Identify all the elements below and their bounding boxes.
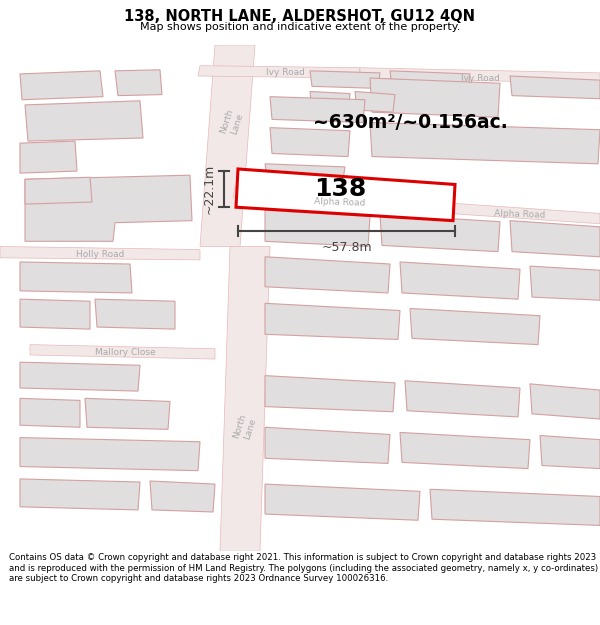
- Polygon shape: [380, 214, 500, 252]
- Text: ~22.1m: ~22.1m: [203, 164, 216, 214]
- Polygon shape: [220, 246, 270, 551]
- Polygon shape: [270, 97, 365, 122]
- Text: Map shows position and indicative extent of the property.: Map shows position and indicative extent…: [140, 22, 460, 32]
- Polygon shape: [448, 203, 600, 224]
- Polygon shape: [20, 299, 90, 329]
- Polygon shape: [430, 489, 600, 526]
- Polygon shape: [198, 66, 360, 78]
- Polygon shape: [355, 91, 395, 112]
- Polygon shape: [20, 141, 77, 173]
- Polygon shape: [265, 484, 420, 520]
- Polygon shape: [310, 71, 380, 88]
- Polygon shape: [265, 303, 400, 339]
- Polygon shape: [200, 45, 255, 246]
- Polygon shape: [410, 309, 540, 344]
- Polygon shape: [390, 71, 470, 89]
- Polygon shape: [25, 177, 92, 204]
- Text: Holly Road: Holly Road: [76, 250, 124, 259]
- Text: Contains OS data © Crown copyright and database right 2021. This information is : Contains OS data © Crown copyright and d…: [9, 554, 598, 583]
- Polygon shape: [85, 398, 170, 429]
- Polygon shape: [265, 164, 345, 179]
- Text: Alpha Road: Alpha Road: [314, 197, 366, 208]
- Polygon shape: [236, 169, 455, 221]
- Polygon shape: [25, 175, 192, 241]
- Polygon shape: [510, 221, 600, 257]
- Polygon shape: [405, 381, 520, 417]
- Polygon shape: [20, 479, 140, 510]
- Polygon shape: [95, 299, 175, 329]
- Polygon shape: [510, 76, 600, 99]
- Text: Alpha Road: Alpha Road: [494, 209, 546, 220]
- Polygon shape: [265, 376, 395, 412]
- Polygon shape: [400, 432, 530, 469]
- Polygon shape: [370, 122, 600, 164]
- Polygon shape: [20, 438, 200, 471]
- Polygon shape: [540, 436, 600, 469]
- Polygon shape: [20, 398, 80, 428]
- Polygon shape: [265, 257, 390, 293]
- Polygon shape: [265, 210, 370, 246]
- Text: Ivy Road: Ivy Road: [461, 74, 499, 82]
- Polygon shape: [360, 68, 600, 83]
- Polygon shape: [25, 101, 143, 141]
- Text: 138: 138: [314, 177, 366, 201]
- Polygon shape: [0, 246, 200, 260]
- Polygon shape: [530, 266, 600, 300]
- Polygon shape: [233, 186, 450, 213]
- Polygon shape: [115, 70, 162, 96]
- Polygon shape: [270, 127, 350, 157]
- Polygon shape: [20, 262, 132, 293]
- Text: Ivy Road: Ivy Road: [266, 68, 304, 78]
- Text: ~630m²/~0.156ac.: ~630m²/~0.156ac.: [313, 113, 508, 132]
- Text: North
Lane: North Lane: [219, 107, 245, 138]
- Polygon shape: [530, 384, 600, 419]
- Polygon shape: [310, 91, 350, 112]
- Text: 138, NORTH LANE, ALDERSHOT, GU12 4QN: 138, NORTH LANE, ALDERSHOT, GU12 4QN: [125, 9, 476, 24]
- Polygon shape: [20, 362, 140, 391]
- Polygon shape: [30, 344, 215, 359]
- Polygon shape: [400, 262, 520, 299]
- Text: North
Lane: North Lane: [232, 412, 258, 442]
- Polygon shape: [265, 428, 390, 463]
- Text: Mallory Close: Mallory Close: [95, 348, 155, 358]
- Text: ~57.8m: ~57.8m: [321, 241, 372, 254]
- Polygon shape: [150, 481, 215, 512]
- Polygon shape: [20, 71, 103, 100]
- Polygon shape: [370, 78, 500, 118]
